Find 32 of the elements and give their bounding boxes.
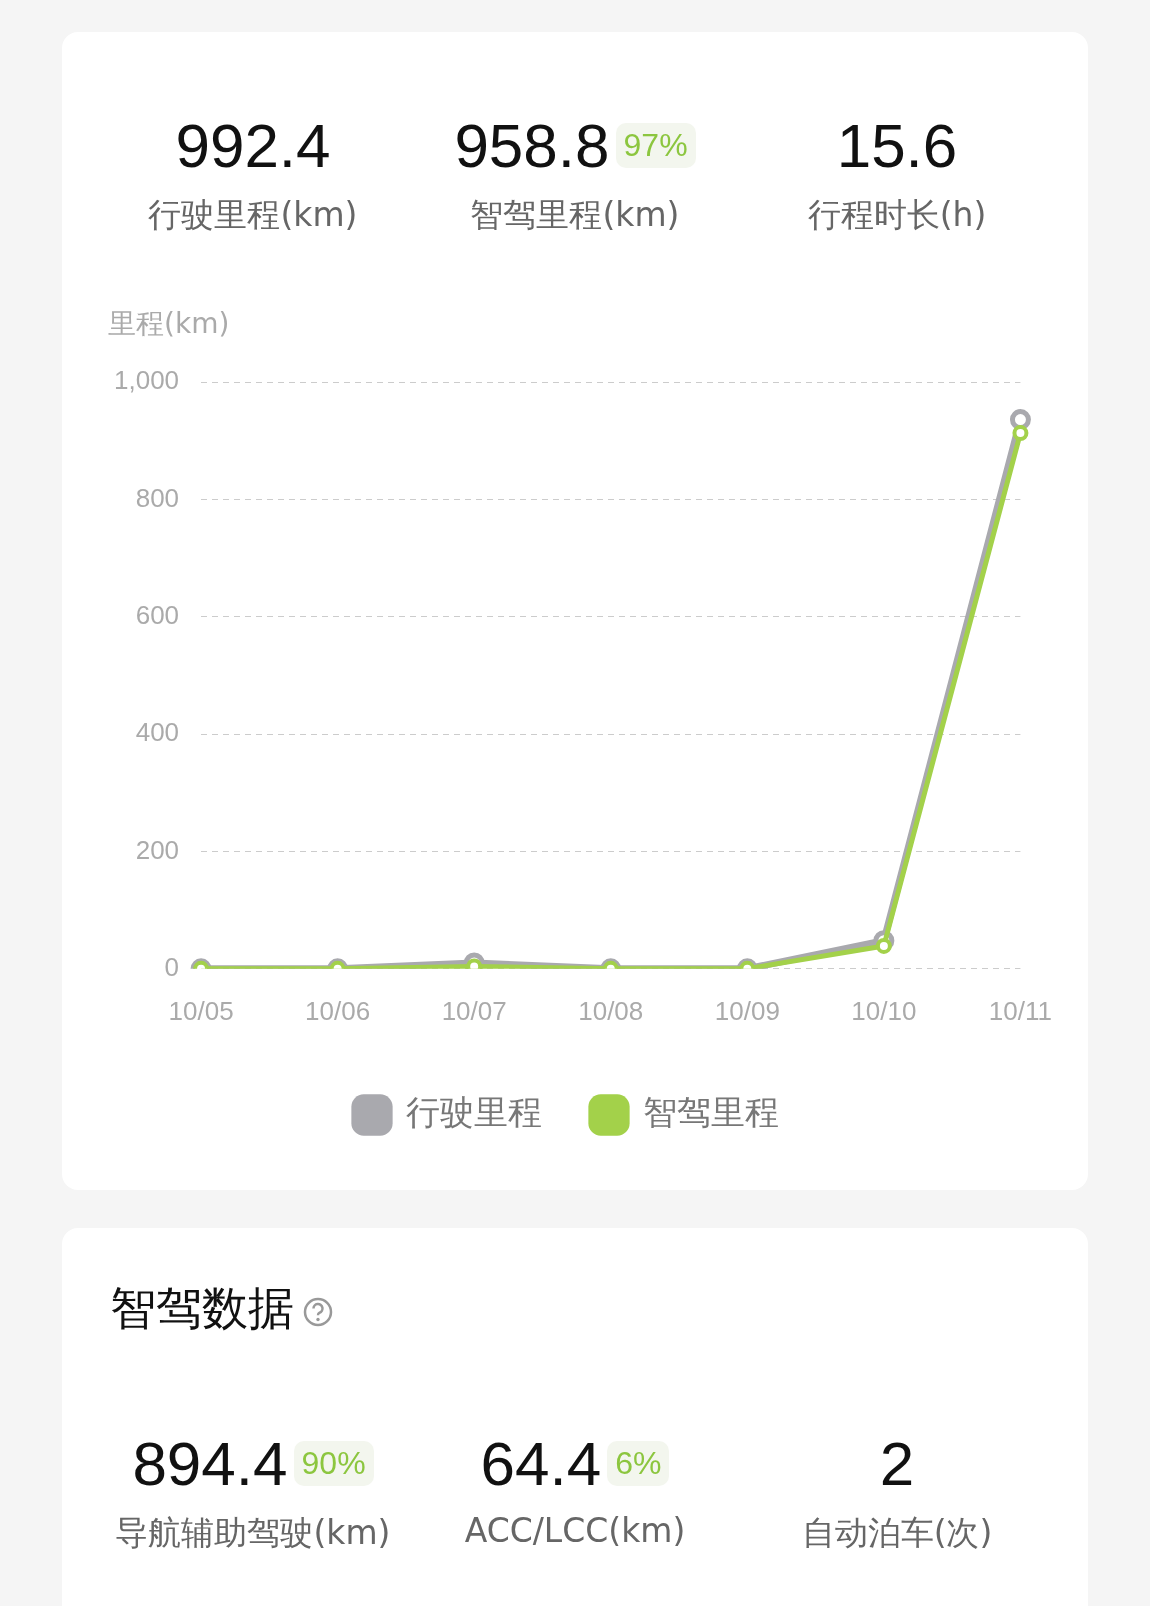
- y-tick-label: 0: [164, 951, 180, 982]
- x-tick-label: 10/07: [441, 995, 507, 1026]
- x-tick-label: 10/08: [578, 995, 644, 1026]
- text: 智驾数据: [110, 1280, 295, 1337]
- text: 行驶里程(km): [147, 194, 359, 236]
- text: 894.4: [132, 1428, 288, 1499]
- y-tick-label: 800: [135, 482, 180, 513]
- y-tick-label: 1,000: [113, 365, 180, 396]
- text: 64.4: [480, 1428, 602, 1499]
- x-tick-label: 10/11: [988, 995, 1052, 1026]
- text: 行程时长(h): [806, 194, 988, 236]
- text: ACC/LCC(km): [463, 1511, 687, 1550]
- text: 自动泊车(次): [800, 1512, 994, 1554]
- y-tick-label: 200: [135, 834, 180, 865]
- legend-label: 行驶里程: [406, 1093, 542, 1132]
- text: 6%: [607, 1441, 670, 1486]
- text: 90%: [293, 1441, 374, 1486]
- y-tick-label: 600: [135, 599, 180, 630]
- x-tick-label: 10/06: [305, 995, 371, 1026]
- text: 2: [879, 1428, 915, 1499]
- text: 958.8: [454, 110, 610, 181]
- y-axis-title: 里程(km): [108, 307, 230, 341]
- legend-label: 智驾里程: [643, 1093, 779, 1132]
- y-tick-label: 400: [135, 717, 180, 748]
- x-tick-label: 10/09: [714, 995, 780, 1026]
- text: 导航辅助驾驶(km): [114, 1512, 392, 1554]
- text: 15.6: [836, 110, 958, 181]
- text: 智驾里程(km): [469, 194, 681, 236]
- x-tick-label: 10/05: [168, 995, 234, 1026]
- text: 992.4: [175, 110, 331, 181]
- text: 97%: [615, 123, 696, 168]
- x-tick-label: 10/10: [851, 995, 917, 1026]
